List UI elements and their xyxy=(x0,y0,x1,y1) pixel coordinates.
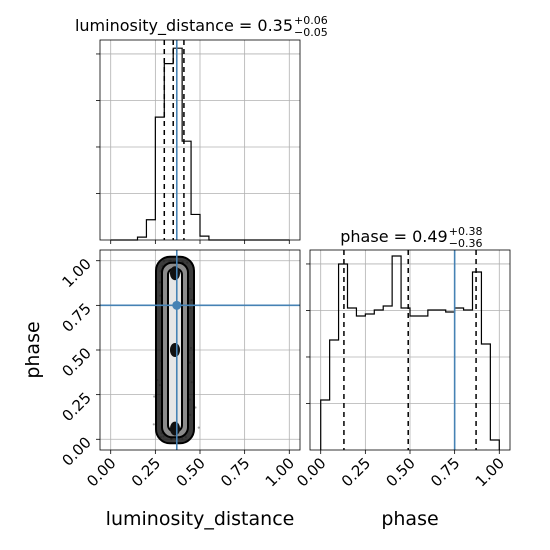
x-tick-label-phase-3: 0.75 xyxy=(427,454,463,490)
x-tick-label-phase-2: 0.50 xyxy=(382,454,418,490)
x-tick-label-phase-4: 1.00 xyxy=(472,454,508,490)
density-point xyxy=(197,426,200,429)
truth-point xyxy=(172,300,182,310)
y-tick-label-phase-3: 0.75 xyxy=(58,299,94,335)
density-point xyxy=(153,395,156,398)
density-contours xyxy=(155,255,195,445)
x-tick-label-luminosity-distance-0: 0.00 xyxy=(83,454,119,490)
x-tick-label-luminosity-distance-2: 0.50 xyxy=(172,454,208,490)
title-phase-plus: +0.38 xyxy=(449,225,483,238)
y-tick-label-phase-1: 0.25 xyxy=(58,389,94,425)
hist-phase-frame xyxy=(309,249,511,451)
hist-luminosity-distance-ticks xyxy=(96,53,290,244)
title-phase-minus: −0.36 xyxy=(449,237,483,250)
y-tick-labels-phase: 0.00 0.25 0.50 0.75 1.00 xyxy=(58,255,94,470)
hist-luminosity-distance-quantiles xyxy=(163,40,185,240)
density-ticks xyxy=(96,260,290,454)
density-panel: 0.00 0.25 0.50 0.75 1.00 0.000.250.500.751.0… xyxy=(22,249,301,530)
density-point xyxy=(152,423,155,426)
density-peak-2 xyxy=(170,266,180,281)
title-luminosity-distance-plus: +0.06 xyxy=(294,14,328,27)
hist-phase-ticks xyxy=(306,263,500,454)
x-tick-labels-phase: 0.00 0.25 0.50 0.75 1.00 xyxy=(293,454,508,490)
title-phase: phase = 0.49 xyxy=(340,227,447,246)
x-tick-label-luminosity-distance-4: 1.00 xyxy=(262,454,298,490)
density-contour-mid xyxy=(161,261,189,439)
hist-luminosity-distance-panel: luminosity_distance = 0.35 +0.06 −0.05 xyxy=(75,14,328,244)
hist-phase-step xyxy=(320,255,500,450)
title-luminosity-distance-main: luminosity_distance = 0.35 xyxy=(75,16,293,36)
y-tick-label-phase-2: 0.50 xyxy=(58,344,94,380)
title-luminosity-distance-minus: −0.05 xyxy=(294,26,328,39)
hist-phase-panel: 0.00 0.25 0.50 0.75 1.00 phase phase = 0.49 … xyxy=(293,225,511,530)
x-tick-label-phase-0: 0.00 xyxy=(293,454,329,490)
x-tick-label-luminosity-distance-1: 0.25 xyxy=(128,454,164,490)
hist-phase-grid xyxy=(310,250,510,450)
density-frame xyxy=(99,249,301,451)
density-contour-outer xyxy=(155,255,195,445)
hist-luminosity-distance-frame xyxy=(99,39,301,241)
title-phase-main: phase = 0.49 xyxy=(340,227,447,246)
density-peak-0 xyxy=(170,421,180,436)
x-tick-label-luminosity-distance-3: 0.75 xyxy=(217,454,253,490)
x-tick-labels-luminosity-distance: 0.00 0.25 0.50 0.75 1.00 xyxy=(83,454,298,490)
title-luminosity-distance: luminosity_distance = 0.35 xyxy=(75,16,293,36)
density-grid xyxy=(100,250,300,450)
y-axis-label-phase: phase xyxy=(22,321,44,378)
y-tick-label-phase-4: 1.00 xyxy=(58,255,94,291)
hist-phase-quantiles xyxy=(343,250,477,450)
density-peak-1 xyxy=(170,343,180,357)
y-tick-label-phase-0: 0.00 xyxy=(58,433,94,469)
x-tick-label-phase-1: 0.25 xyxy=(338,454,374,490)
hist-luminosity-distance-grid xyxy=(100,40,300,240)
x-axis-label-phase: phase xyxy=(381,508,438,530)
x-axis-label-luminosity-distance: luminosity_distance xyxy=(106,508,295,530)
